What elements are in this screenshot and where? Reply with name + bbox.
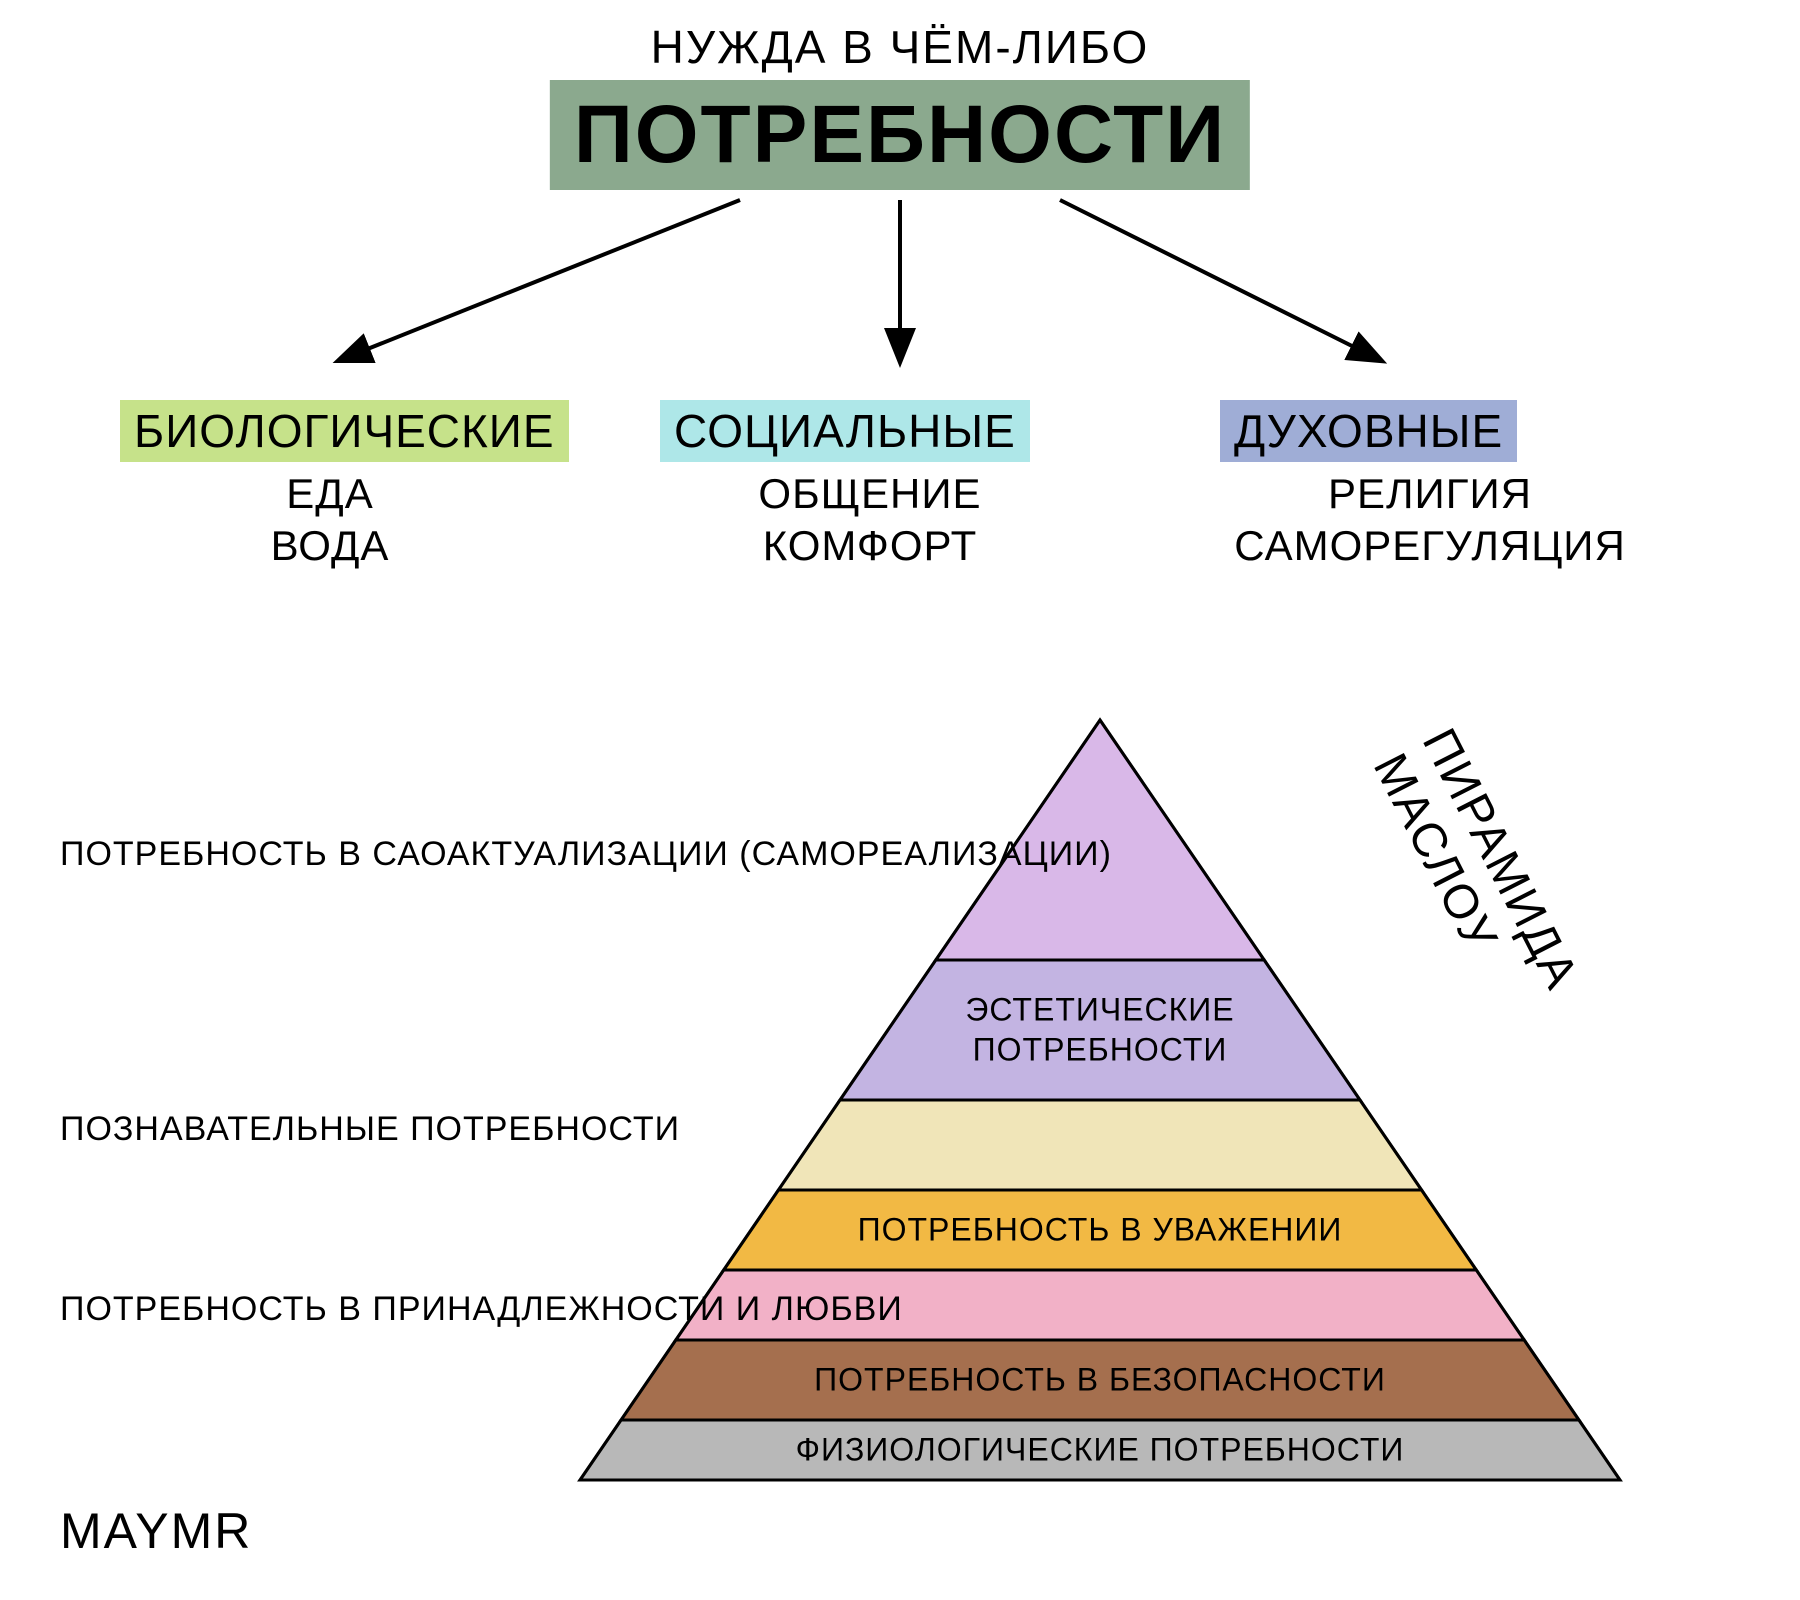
category-label-0: БИОЛОГИЧЕСКИЕ xyxy=(120,400,569,462)
pyramid-level-2 xyxy=(778,1100,1421,1190)
pyramid-level-text-3: ПОТРЕБНОСТЬ В УВАЖЕНИИ xyxy=(858,1211,1343,1247)
footer-credit: MAYMR xyxy=(60,1502,252,1560)
header-title: ПОТРЕБНОСТИ xyxy=(550,80,1250,190)
category-item-0-0: ЕДА xyxy=(120,470,540,518)
pyramid-level-text-1-b: ПОТРЕБНОСТИ xyxy=(973,1031,1228,1067)
pyramid-side-label-0: ПОТРЕБНОСТЬ В САОАКТУАЛИЗАЦИИ (САМОРЕАЛИ… xyxy=(60,835,1112,874)
pyramid-level-text-1-a: ЭСТЕТИЧЕСКИЕ xyxy=(965,991,1234,1027)
category-label-1: СОЦИАЛЬНЫЕ xyxy=(660,400,1030,462)
pyramid-level-text-6: ФИЗИОЛОГИЧЕСКИЕ ПОТРЕБНОСТИ xyxy=(796,1431,1405,1467)
pyramid-side-label-2: ПОЗНАВАТЕЛЬНЫЕ ПОТРЕБНОСТИ xyxy=(60,1110,680,1149)
header-subtitle: НУЖДА В ЧЁМ-ЛИБО xyxy=(651,20,1150,74)
category-item-2-1: САМОРЕГУЛЯЦИЯ xyxy=(1220,522,1640,570)
pyramid-level-text-5: ПОТРЕБНОСТЬ В БЕЗОПАСНОСТИ xyxy=(814,1361,1386,1397)
category-item-0-1: ВОДА xyxy=(120,522,540,570)
category-label-2: ДУХОВНЫЕ xyxy=(1220,400,1517,462)
category-item-1-0: ОБЩЕНИЕ xyxy=(660,470,1080,518)
pyramid-side-label-4: ПОТРЕБНОСТЬ В ПРИНАДЛЕЖНОСТИ И ЛЮБВИ xyxy=(60,1290,903,1329)
pyramid-level-1 xyxy=(840,960,1360,1100)
category-item-2-0: РЕЛИГИЯ xyxy=(1220,470,1640,518)
category-item-1-1: КОМФОРТ xyxy=(660,522,1080,570)
category-arrows xyxy=(0,190,1800,410)
